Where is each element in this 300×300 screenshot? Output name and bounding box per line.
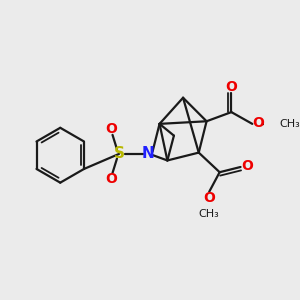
Text: O: O (226, 80, 237, 94)
Text: O: O (241, 159, 253, 173)
Text: CH₃: CH₃ (279, 119, 300, 129)
Text: N: N (141, 146, 154, 161)
Text: S: S (113, 146, 124, 161)
Text: O: O (105, 172, 117, 186)
Text: O: O (252, 116, 264, 130)
Text: O: O (203, 190, 215, 205)
Text: O: O (105, 122, 117, 136)
Text: CH₃: CH₃ (199, 209, 220, 219)
